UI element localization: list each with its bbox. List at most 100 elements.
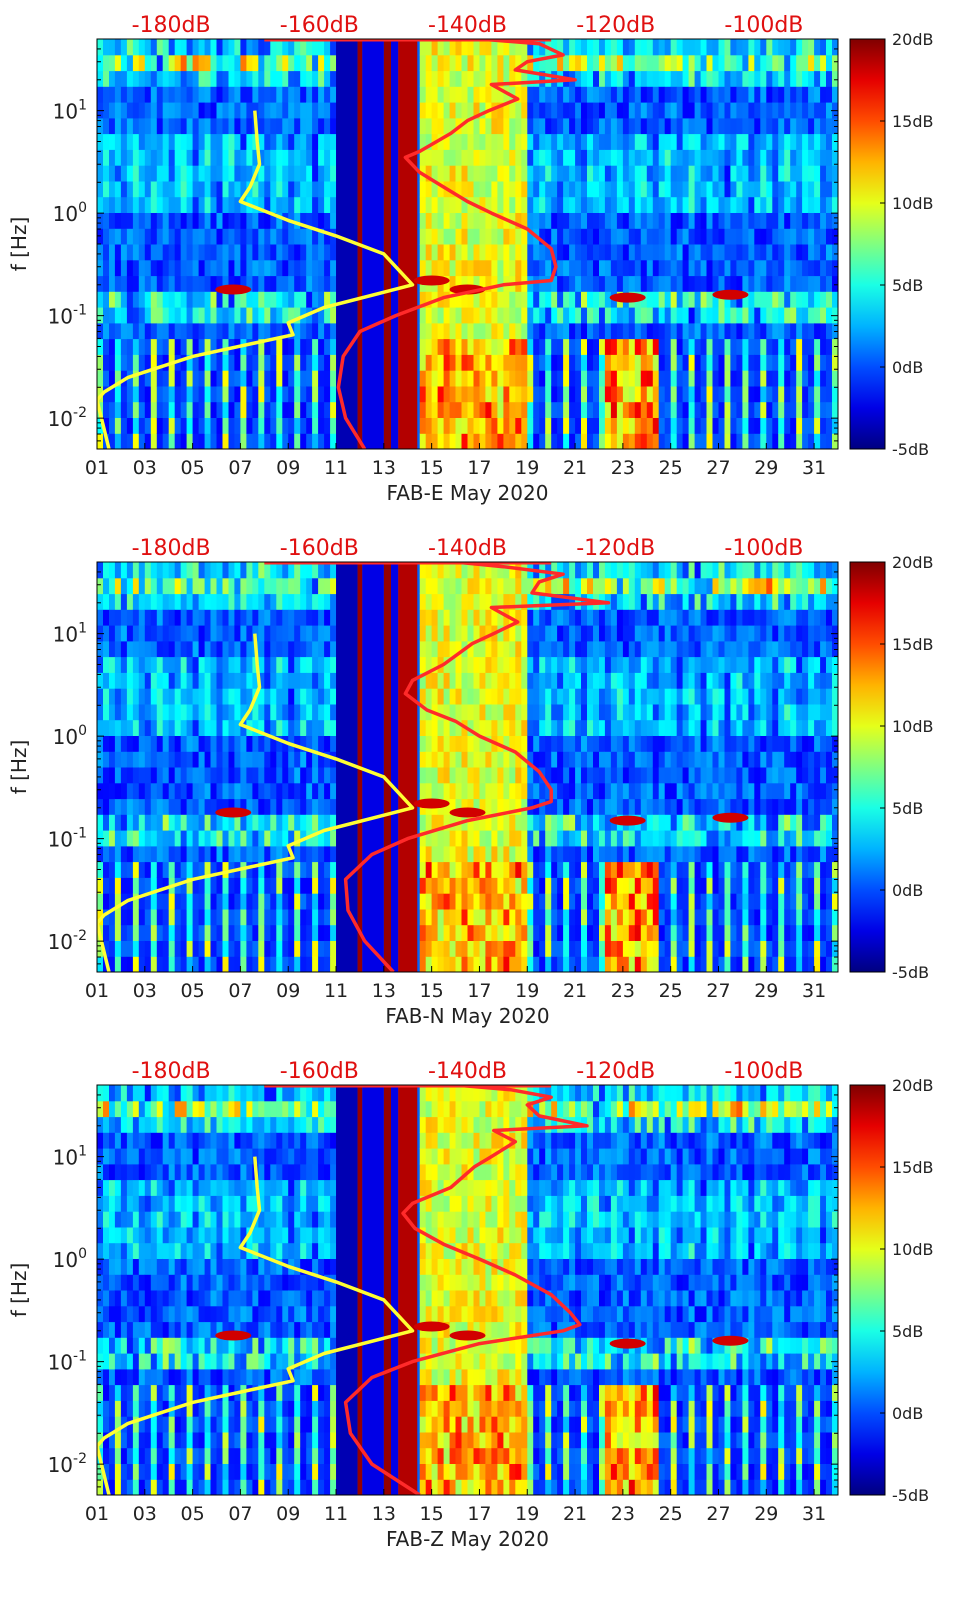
heatmap-cell (461, 798, 468, 815)
heatmap-cell (551, 640, 558, 658)
heatmap-cell (276, 433, 283, 449)
heatmap-cell (581, 228, 588, 245)
heatmap-cell (240, 814, 247, 831)
heatmap-cell (802, 259, 809, 277)
heatmap-cell (180, 259, 188, 277)
heatmap-cell (575, 133, 582, 150)
heatmap-cell (581, 54, 588, 72)
heatmap-cell (264, 338, 271, 355)
heatmap-cell (640, 39, 648, 56)
heatmap-cell (282, 751, 289, 768)
heatmap-cell (186, 401, 194, 418)
heatmap-cell (479, 275, 486, 292)
heatmap-cell (551, 562, 558, 579)
heatmap-cell (318, 370, 325, 387)
heatmap-cell (258, 338, 265, 355)
heatmap-cell (479, 244, 486, 261)
heatmap-cell (509, 39, 516, 56)
heatmap-cell (808, 165, 815, 182)
heatmap-cell (324, 354, 331, 371)
heatmap-cell (461, 212, 468, 229)
heatmap-cell (150, 562, 158, 579)
heatmap-cell (569, 54, 576, 72)
heatmap-cell (318, 814, 325, 831)
heatmap-cell (162, 562, 170, 579)
heatmap-cell (210, 117, 217, 135)
heatmap-cell (240, 165, 247, 182)
heatmap-cell (610, 735, 618, 752)
heatmap-cell (676, 322, 684, 340)
heatmap-cell (306, 577, 313, 595)
heatmap-cell (162, 39, 170, 56)
heatmap-cell (467, 656, 474, 673)
heatmap-cell (270, 180, 277, 198)
heatmap-cell (718, 259, 725, 277)
heatmap-cell (575, 782, 582, 800)
heatmap-cell (114, 433, 122, 449)
heatmap-cell (114, 102, 122, 119)
heatmap-cell (778, 291, 785, 308)
heatmap-cell (324, 70, 331, 87)
x-tick-label: 27 (706, 457, 730, 479)
heatmap-cell (222, 54, 229, 72)
heatmap-cell (449, 751, 457, 768)
heatmap-cell (204, 751, 212, 768)
heatmap-cell (503, 656, 510, 673)
heatmap-cell (730, 228, 737, 245)
heatmap-cell (228, 656, 235, 673)
heatmap-cell (228, 228, 235, 245)
heatmap-cell (497, 924, 504, 941)
heatmap-cell (97, 672, 104, 689)
heatmap-cell (294, 86, 301, 103)
heatmap-cell (485, 228, 492, 245)
heatmap-cell (527, 149, 534, 166)
heatmap-cell (264, 54, 271, 72)
heatmap-cell (455, 703, 462, 721)
heatmap-cell (312, 625, 319, 642)
heatmap-cell (210, 354, 217, 371)
heatmap-cell (312, 86, 319, 103)
heatmap-cell (634, 940, 642, 957)
heatmap-cell (282, 54, 289, 72)
heatmap-cell (515, 70, 522, 87)
heatmap-cell (676, 180, 684, 198)
heatmap-cell (228, 149, 235, 166)
heatmap-cell (318, 577, 325, 595)
heatmap-cell (192, 940, 200, 957)
heatmap-cell (497, 385, 504, 403)
heatmap-cell (599, 577, 606, 595)
heatmap-cell (443, 719, 451, 736)
heatmap-cell (772, 370, 779, 387)
heatmap-cell (784, 117, 791, 135)
heatmap-cell (467, 417, 474, 434)
heatmap-cell (103, 228, 110, 245)
heatmap-cell (832, 212, 838, 229)
heatmap-cell (826, 86, 833, 103)
heatmap-cell (467, 640, 474, 658)
heatmap-cell (742, 244, 749, 261)
heatmap-cell (569, 924, 576, 941)
heatmap-cell (634, 180, 642, 198)
heatmap-cell (802, 39, 809, 56)
x-tick-label: 25 (659, 457, 683, 479)
heatmap-cell (610, 751, 618, 768)
heatmap-cell (168, 39, 176, 56)
heatmap-cell (628, 940, 636, 957)
heatmap-cell (610, 719, 618, 736)
heatmap-cell (760, 165, 767, 182)
heatmap-cell (521, 165, 528, 182)
heatmap-cell (790, 212, 797, 229)
heatmap-cell (294, 102, 301, 119)
heatmap-cell (419, 861, 427, 878)
heatmap-cell (622, 180, 630, 198)
heatmap-cell (240, 625, 247, 642)
heatmap-cell (539, 703, 546, 721)
heatmap-cell (282, 117, 289, 135)
heatmap-cell (174, 433, 182, 449)
heatmap-cell (126, 798, 134, 815)
heatmap-cell (628, 102, 636, 119)
heatmap-cell (294, 165, 301, 182)
heatmap-cell (120, 385, 128, 403)
heatmap-cell (581, 798, 588, 815)
heatmap-cell (120, 688, 128, 705)
